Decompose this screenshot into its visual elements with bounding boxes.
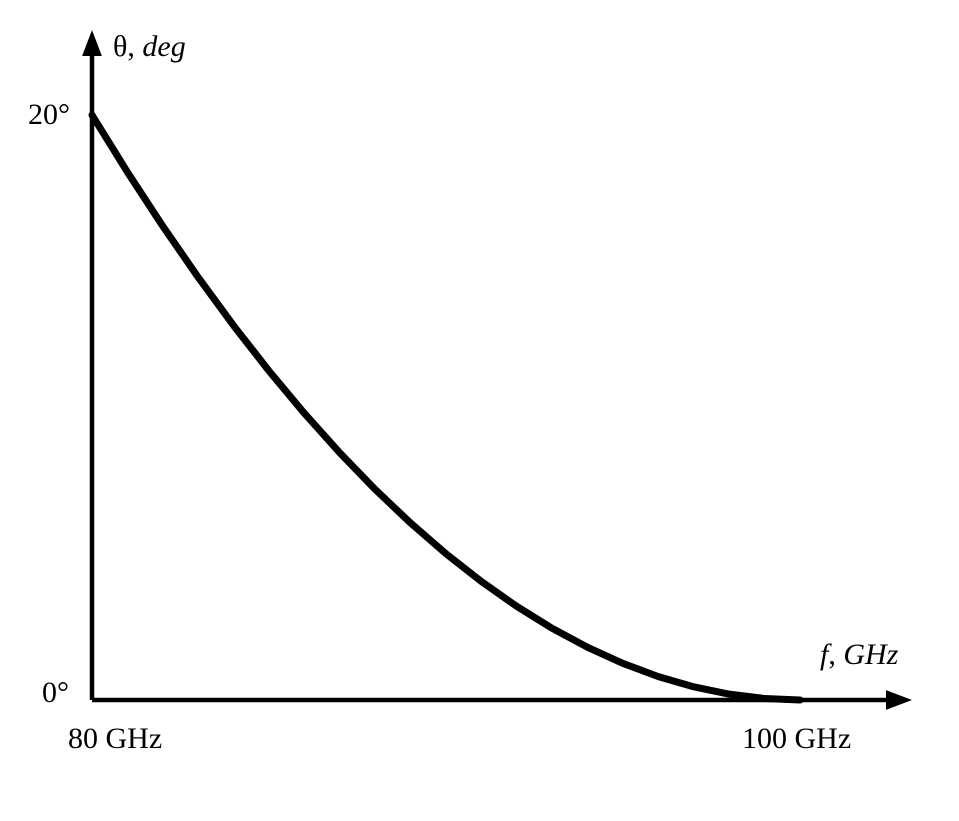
x-tick-label-100: 100 GHz bbox=[742, 722, 851, 756]
x-tick-label-80: 80 GHz bbox=[68, 722, 162, 756]
y-tick-label-20: 20° bbox=[28, 98, 70, 132]
y-axis-label: θ, deg bbox=[113, 30, 186, 64]
data-curve bbox=[92, 115, 800, 700]
chart-svg bbox=[0, 0, 959, 821]
x-axis-label: f, GHz bbox=[820, 638, 898, 672]
y-tick-label-0: 0° bbox=[42, 676, 69, 710]
axes-group bbox=[82, 30, 912, 710]
x-axis-arrowhead-icon bbox=[886, 690, 912, 710]
chart-container: θ, deg f, GHz 20° 0° 80 GHz 100 GHz bbox=[0, 0, 959, 821]
y-axis-arrowhead-icon bbox=[82, 30, 102, 56]
curve-group bbox=[92, 115, 800, 700]
